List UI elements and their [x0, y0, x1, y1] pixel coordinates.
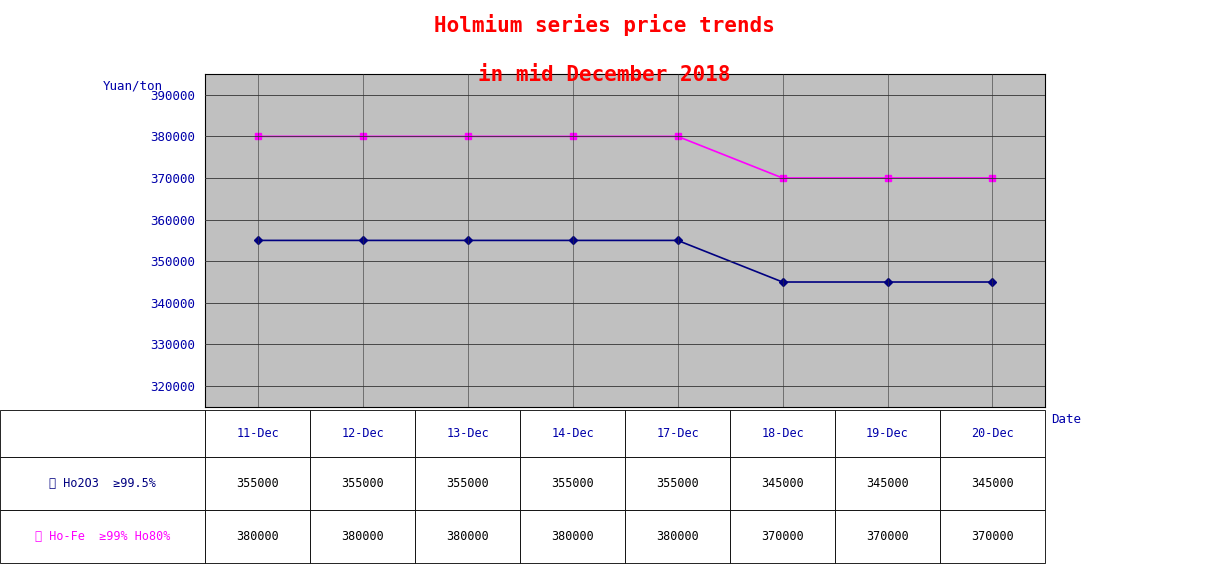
FancyBboxPatch shape	[730, 457, 835, 510]
Text: 11-Dec: 11-Dec	[237, 427, 279, 440]
FancyBboxPatch shape	[0, 510, 205, 563]
Text: 355000: 355000	[551, 477, 594, 490]
FancyBboxPatch shape	[0, 410, 205, 457]
FancyBboxPatch shape	[205, 410, 310, 457]
FancyBboxPatch shape	[0, 457, 205, 510]
FancyBboxPatch shape	[626, 510, 730, 563]
FancyBboxPatch shape	[730, 410, 835, 457]
FancyBboxPatch shape	[416, 510, 521, 563]
FancyBboxPatch shape	[626, 410, 730, 457]
FancyBboxPatch shape	[835, 510, 940, 563]
Text: 17-Dec: 17-Dec	[656, 427, 699, 440]
Text: 380000: 380000	[551, 530, 594, 543]
FancyBboxPatch shape	[416, 457, 521, 510]
FancyBboxPatch shape	[626, 457, 730, 510]
Text: 380000: 380000	[446, 530, 489, 543]
Text: 345000: 345000	[971, 477, 1014, 490]
FancyBboxPatch shape	[310, 457, 416, 510]
Text: ⬩ Ho-Fe  ≥99% Ho80%: ⬩ Ho-Fe ≥99% Ho80%	[35, 530, 170, 543]
FancyBboxPatch shape	[730, 510, 835, 563]
FancyBboxPatch shape	[521, 510, 626, 563]
Text: 370000: 370000	[971, 530, 1014, 543]
FancyBboxPatch shape	[521, 457, 626, 510]
Text: 355000: 355000	[656, 477, 699, 490]
Text: 18-Dec: 18-Dec	[761, 427, 805, 440]
FancyBboxPatch shape	[205, 457, 310, 510]
Text: 345000: 345000	[866, 477, 908, 490]
Text: 13-Dec: 13-Dec	[446, 427, 489, 440]
Text: 380000: 380000	[656, 530, 699, 543]
FancyBboxPatch shape	[940, 510, 1045, 563]
FancyBboxPatch shape	[521, 410, 626, 457]
Text: 370000: 370000	[761, 530, 805, 543]
Text: 380000: 380000	[342, 530, 384, 543]
Text: 370000: 370000	[866, 530, 908, 543]
Text: Yuan/ton: Yuan/ton	[103, 80, 163, 93]
Text: 355000: 355000	[446, 477, 489, 490]
Text: 19-Dec: 19-Dec	[866, 427, 908, 440]
FancyBboxPatch shape	[205, 510, 310, 563]
Text: 20-Dec: 20-Dec	[971, 427, 1014, 440]
FancyBboxPatch shape	[940, 410, 1045, 457]
FancyBboxPatch shape	[416, 410, 521, 457]
Text: 14-Dec: 14-Dec	[551, 427, 594, 440]
FancyBboxPatch shape	[835, 410, 940, 457]
Text: 355000: 355000	[342, 477, 384, 490]
Text: 380000: 380000	[237, 530, 279, 543]
FancyBboxPatch shape	[835, 457, 940, 510]
Text: 12-Dec: 12-Dec	[342, 427, 384, 440]
Text: 345000: 345000	[761, 477, 805, 490]
Text: Holmium series price trends: Holmium series price trends	[434, 14, 774, 36]
FancyBboxPatch shape	[310, 510, 416, 563]
Text: Date: Date	[1051, 413, 1081, 426]
FancyBboxPatch shape	[940, 457, 1045, 510]
Text: 355000: 355000	[237, 477, 279, 490]
FancyBboxPatch shape	[310, 410, 416, 457]
Text: in mid December 2018: in mid December 2018	[477, 65, 731, 85]
Text: ⬩ Ho2O3  ≥99.5%: ⬩ Ho2O3 ≥99.5%	[50, 477, 156, 490]
